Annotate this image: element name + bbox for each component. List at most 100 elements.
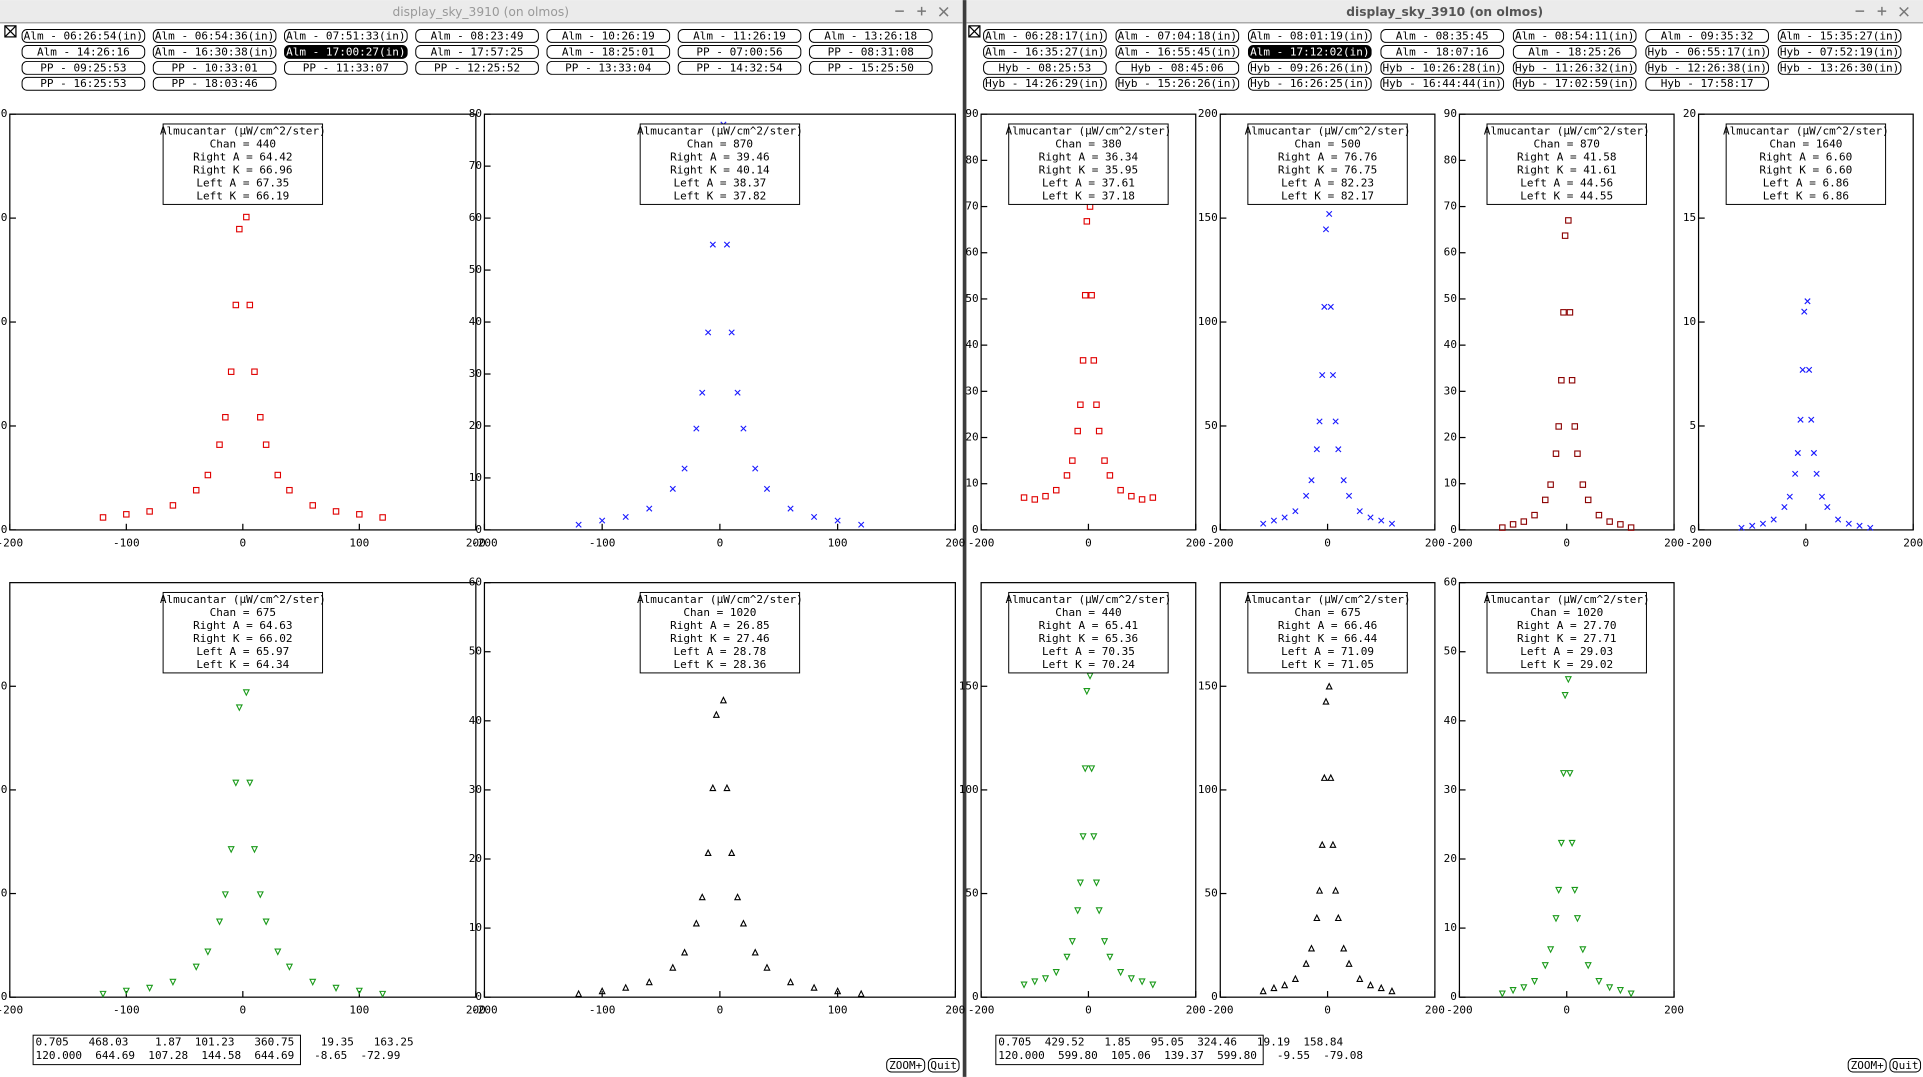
zoom-button[interactable]	[886, 1058, 926, 1073]
time-button[interactable]	[1380, 44, 1505, 59]
time-button[interactable]	[546, 44, 671, 59]
time-button-label[interactable]: Alm - 06:54:36(in)	[155, 29, 274, 42]
time-button[interactable]	[1777, 29, 1902, 43]
time-button[interactable]	[21, 76, 146, 91]
time-button[interactable]	[1777, 44, 1902, 59]
time-button[interactable]	[1380, 76, 1505, 91]
time-button-label[interactable]: PP - 10:33:01	[172, 61, 258, 74]
time-button-label[interactable]: Hyb - 16:44:44(in)	[1383, 77, 1502, 90]
time-button-label[interactable]: Alm - 07:04:18(in)	[1118, 29, 1237, 42]
time-button[interactable]	[1380, 29, 1505, 43]
time-button-label[interactable]: Alm - 08:01:19(in)	[1250, 29, 1369, 42]
time-button-label[interactable]: Hyb - 07:52:19(in)	[1780, 45, 1899, 58]
time-button-label[interactable]: Hyb - 06:55:17(in)	[1647, 45, 1766, 58]
time-button-label[interactable]: Alm - 17:12:02(in)	[1250, 45, 1369, 58]
time-button[interactable]	[983, 44, 1107, 59]
time-button-label[interactable]: Alm - 18:25:01	[562, 45, 655, 58]
time-button-label[interactable]: Alm - 17:57:25	[431, 45, 524, 58]
time-button[interactable]	[1512, 76, 1637, 91]
time-button-label[interactable]: Alm - 07:51:33(in)	[286, 29, 405, 42]
time-button-label[interactable]: Alm - 08:23:49	[431, 29, 524, 42]
time-button-label[interactable]: Hyb - 10:26:28(in)	[1383, 61, 1502, 74]
time-button-label[interactable]: Alm - 06:28:17(in)	[985, 29, 1104, 42]
time-button-label[interactable]: Alm - 11:26:19	[693, 29, 786, 42]
time-button-label[interactable]: Alm - 18:25:26	[1528, 45, 1621, 58]
time-button[interactable]	[415, 60, 539, 75]
time-button[interactable]	[152, 29, 277, 43]
time-button[interactable]	[1645, 29, 1769, 43]
time-button[interactable]	[152, 76, 277, 91]
time-button[interactable]	[1645, 60, 1769, 75]
time-button-label[interactable]: PP - 14:32:54	[696, 61, 783, 74]
time-button[interactable]	[284, 60, 408, 75]
time-button[interactable]	[415, 29, 539, 43]
time-button[interactable]	[1115, 29, 1240, 43]
time-button[interactable]	[808, 44, 933, 59]
time-button[interactable]	[808, 29, 933, 43]
time-button-label[interactable]: Alm - 08:54:11(in)	[1515, 29, 1634, 42]
time-button-label[interactable]: Alm - 09:35:32	[1661, 29, 1754, 42]
time-button[interactable]	[1247, 29, 1372, 43]
time-button[interactable]	[415, 44, 539, 59]
time-button-label[interactable]: Hyb - 09:26:26(in)	[1250, 61, 1369, 74]
time-button-label[interactable]: PP - 09:25:53	[40, 61, 126, 74]
time-button-label[interactable]: Hyb - 17:58:17	[1661, 77, 1754, 90]
time-button[interactable]	[1247, 76, 1372, 91]
time-button-label[interactable]: Alm - 13:26:18	[824, 29, 917, 42]
zoom-button-label[interactable]: ZOOM+	[889, 1059, 923, 1072]
time-button[interactable]	[1512, 29, 1637, 43]
time-button-label[interactable]: Hyb - 13:26:30(in)	[1780, 61, 1899, 74]
time-button-label[interactable]: PP - 08:31:08	[828, 45, 914, 58]
quit-button[interactable]	[927, 1058, 960, 1073]
time-button-label[interactable]: PP - 13:33:04	[565, 61, 652, 74]
time-button[interactable]	[983, 60, 1107, 75]
time-button[interactable]	[21, 29, 146, 43]
time-button-label[interactable]: PP - 16:25:53	[40, 77, 126, 90]
time-button[interactable]	[546, 29, 671, 43]
time-button[interactable]	[983, 76, 1107, 91]
time-button[interactable]	[152, 44, 277, 59]
time-button-label[interactable]: PP - 15:25:50	[828, 61, 914, 74]
time-button-label[interactable]: Alm - 17:00:27(in)	[286, 45, 405, 58]
zoom-button-label[interactable]: ZOOM+	[1851, 1059, 1885, 1072]
time-button-label[interactable]: Hyb - 08:25:53	[998, 61, 1091, 74]
time-button[interactable]	[21, 44, 146, 59]
time-button-label[interactable]: Alm - 18:07:16	[1396, 45, 1489, 58]
time-button[interactable]	[546, 60, 671, 75]
time-button-label[interactable]: Hyb - 15:26:26(in)	[1118, 77, 1237, 90]
time-button[interactable]	[677, 29, 802, 43]
time-button-label[interactable]: Alm - 15:35:27(in)	[1780, 29, 1899, 42]
time-button-label[interactable]: PP - 18:03:46	[172, 77, 258, 90]
time-button-label[interactable]: Hyb - 16:26:25(in)	[1250, 77, 1369, 90]
time-button[interactable]	[21, 60, 146, 75]
time-button-label[interactable]: Alm - 16:30:38(in)	[155, 45, 274, 58]
time-button[interactable]	[1380, 60, 1505, 75]
time-button[interactable]	[1115, 60, 1240, 75]
quit-button[interactable]	[1889, 1058, 1922, 1073]
time-button[interactable]	[808, 60, 933, 75]
time-button[interactable]	[152, 60, 277, 75]
time-button-label[interactable]: Hyb - 08:45:06	[1131, 61, 1224, 74]
time-button-label[interactable]: PP - 07:00:56	[696, 45, 782, 58]
time-button-label[interactable]: Alm - 06:26:54(in)	[24, 29, 143, 42]
quit-button-label[interactable]: Quit	[930, 1059, 957, 1072]
time-button[interactable]	[1645, 44, 1769, 59]
time-button-label[interactable]: Alm - 16:55:45(in)	[1118, 45, 1237, 58]
time-button[interactable]	[1512, 44, 1637, 59]
time-button[interactable]	[1115, 44, 1240, 59]
window-controls[interactable]	[895, 6, 1909, 17]
time-button[interactable]	[1115, 76, 1240, 91]
time-button[interactable]	[1777, 60, 1902, 75]
time-button[interactable]	[983, 29, 1107, 43]
time-button-label[interactable]: Alm - 10:26:19	[562, 29, 655, 42]
time-button-label[interactable]: Hyb - 12:26:38(in)	[1647, 61, 1766, 74]
time-button[interactable]	[677, 44, 802, 59]
time-button[interactable]	[1645, 76, 1769, 91]
time-button[interactable]	[1247, 44, 1372, 59]
time-button-label[interactable]: PP - 11:33:07	[303, 61, 389, 74]
time-button-label[interactable]: Hyb - 14:26:29(in)	[985, 77, 1104, 90]
time-button-label[interactable]: Alm - 08:35:45	[1396, 29, 1489, 42]
time-button-label[interactable]: Alm - 14:26:16	[37, 45, 130, 58]
time-button-label[interactable]: Hyb - 17:02:59(in)	[1515, 77, 1634, 90]
time-button[interactable]	[284, 44, 408, 59]
